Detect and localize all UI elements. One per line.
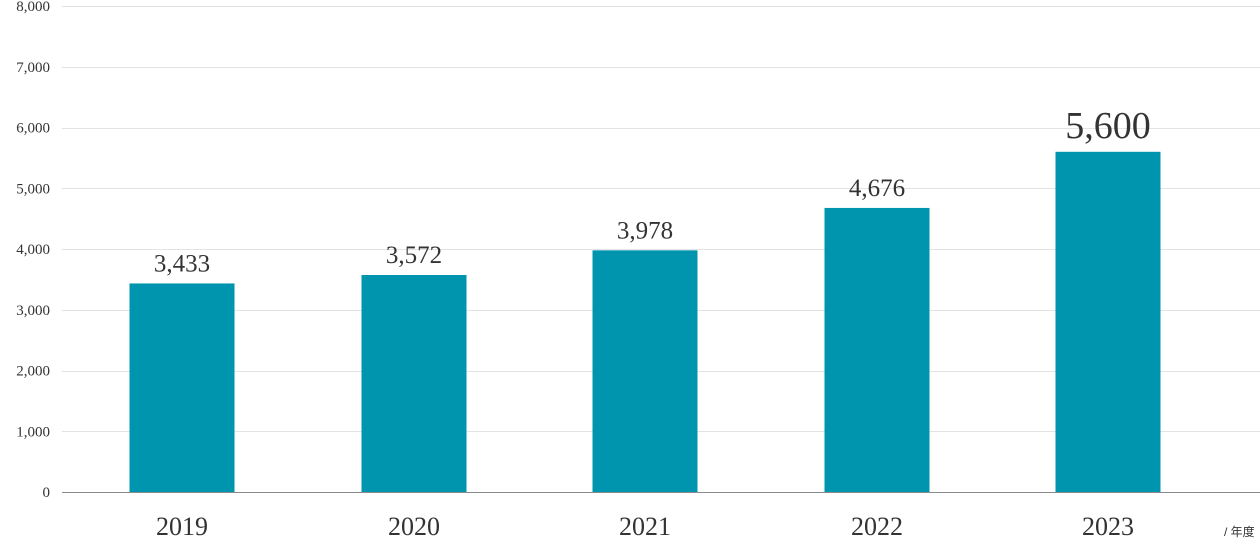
data-label-2019: 3,433 (154, 250, 210, 277)
x-axis-ticks: 2019 2020 2021 2022 2023 (156, 512, 1134, 541)
data-label-2022: 4,676 (849, 175, 905, 202)
y-tick-label: 0 (43, 485, 51, 501)
gridlines (62, 6, 1260, 493)
x-tick-label-2021: 2021 (619, 512, 671, 541)
bar-2023 (1055, 151, 1161, 493)
y-tick-label: 2,000 (16, 364, 50, 380)
y-tick-label: 3,000 (16, 303, 50, 319)
bar-2021 (592, 250, 698, 492)
data-label-2021: 3,978 (617, 217, 673, 244)
x-tick-label-2022: 2022 (851, 512, 903, 541)
data-label-2020: 3,572 (386, 242, 442, 269)
bar-2020 (361, 275, 467, 492)
y-axis-ticks: 0 1,000 2,000 3,000 4,000 5,000 6,000 7,000 8,00… (16, 0, 50, 501)
data-label-2023: 5,600 (1065, 105, 1151, 147)
y-tick-label: 7,000 (16, 60, 50, 76)
bar-2019 (129, 283, 235, 492)
data-labels: 3,433 3,572 3,978 4,676 5,600 (154, 105, 1151, 278)
x-tick-label-2020: 2020 (388, 512, 440, 541)
bars (129, 151, 1161, 493)
bar-2022 (824, 207, 930, 493)
y-tick-label: 1,000 (16, 424, 50, 440)
x-tick-label-2023: 2023 (1082, 512, 1134, 541)
y-tick-label: 6,000 (16, 121, 50, 137)
y-tick-label: 4,000 (16, 242, 50, 258)
y-tick-label: 5,000 (16, 181, 50, 197)
x-tick-label-2019: 2019 (156, 512, 208, 541)
x-axis-unit: / 年度 (1224, 524, 1255, 539)
y-tick-label: 8,000 (16, 0, 50, 15)
